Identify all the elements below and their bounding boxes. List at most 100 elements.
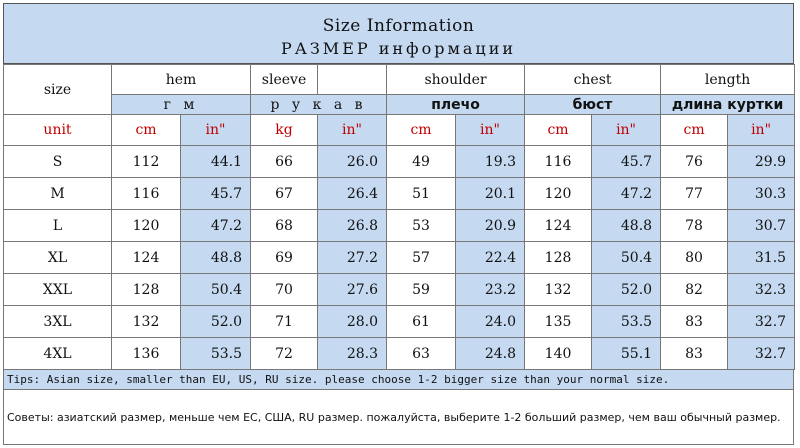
metric-cell: 72	[250, 337, 319, 370]
inch-cell: 31.5	[727, 241, 796, 274]
metric-cell: 83	[660, 337, 729, 370]
inch-cell: 50.4	[179, 273, 252, 306]
metric-cell: 136	[111, 337, 181, 370]
inch-cell: 32.7	[727, 337, 796, 370]
inch-cell: 47.2	[591, 177, 662, 210]
unit-cell: in"	[455, 114, 526, 146]
metric-cell: 71	[250, 305, 319, 338]
metric-cell: 59	[386, 273, 457, 306]
metric-cell: 140	[524, 337, 593, 370]
metric-cell: 66	[250, 145, 319, 178]
unit-cell: kg	[250, 114, 319, 146]
metric-cell: 132	[524, 273, 593, 306]
unit-cell: cm	[111, 114, 181, 146]
metric-cell: 51	[386, 177, 457, 210]
size-header: size	[3, 64, 112, 115]
inch-cell: 20.1	[455, 177, 526, 210]
unit-cell: cm	[660, 114, 729, 146]
inch-cell: 28.3	[317, 337, 388, 370]
inch-cell: 32.7	[727, 305, 796, 338]
metric-cell: 135	[524, 305, 593, 338]
table-row: 3XL 132 52.0 71 28.0 61 24.0 135 53.5 83 32.7	[3, 305, 796, 338]
metric-cell: 53	[386, 209, 457, 242]
metric-cell: 82	[660, 273, 729, 306]
table-row: 4XL 136 53.5 72 28.3 63 24.8 140 55.1 83 32.7	[3, 337, 796, 370]
header-hem: hem	[110, 64, 252, 95]
size-cell: L	[3, 209, 112, 242]
metric-cell: 132	[111, 305, 181, 338]
inch-cell: 19.3	[455, 145, 526, 178]
size-cell: XXL	[3, 273, 112, 306]
table-row: S 112 44.1 66 26.0 49 19.3 116 45.7 76 29.9	[3, 145, 796, 178]
tips-english: Tips: Asian size, smaller than EU, US, R…	[3, 369, 794, 390]
metric-cell: 80	[660, 241, 729, 274]
inch-cell: 45.7	[591, 145, 662, 178]
inch-cell: 23.2	[455, 273, 526, 306]
size-cell: 4XL	[3, 337, 112, 370]
inch-cell: 52.0	[179, 305, 252, 338]
title-banner: Size Information РАЗМЕР информации	[3, 3, 794, 64]
inch-cell: 24.0	[455, 305, 526, 338]
metric-cell: 112	[111, 145, 181, 178]
header-sleeve-spacer	[317, 64, 388, 95]
inch-cell: 45.7	[179, 177, 252, 210]
subheader-chest: бюст	[524, 94, 662, 115]
metric-cell: 67	[250, 177, 319, 210]
inch-cell: 20.9	[455, 209, 526, 242]
inch-cell: 30.7	[727, 209, 796, 242]
table-body: S 112 44.1 66 26.0 49 19.3 116 45.7 76 29.9 M 116 45.…	[3, 145, 796, 370]
subheader-hem: г м	[110, 94, 252, 115]
size-table: size hem sleeve shoulder chest length г …	[3, 64, 796, 370]
title-russian: РАЗМЕР информации	[280, 39, 517, 58]
inch-cell: 50.4	[591, 241, 662, 274]
metric-cell: 70	[250, 273, 319, 306]
inch-cell: 27.2	[317, 241, 388, 274]
size-cell: S	[3, 145, 112, 178]
metric-cell: 49	[386, 145, 457, 178]
metric-cell: 63	[386, 337, 457, 370]
inch-cell: 28.0	[317, 305, 388, 338]
header-length: length	[660, 64, 796, 95]
inch-cell: 22.4	[455, 241, 526, 274]
metric-cell: 124	[524, 209, 593, 242]
metric-cell: 61	[386, 305, 457, 338]
table-row: XXL 128 50.4 70 27.6 59 23.2 132 52.0 82 32.3	[3, 273, 796, 306]
metric-cell: 124	[111, 241, 181, 274]
inch-cell: 53.5	[591, 305, 662, 338]
metric-cell: 77	[660, 177, 729, 210]
metric-cell: 128	[524, 241, 593, 274]
inch-cell: 24.8	[455, 337, 526, 370]
metric-cell: 83	[660, 305, 729, 338]
header-sleeve: sleeve	[250, 64, 319, 95]
tips-russian: Советы: азиатский размер, меньше чем EC,…	[3, 390, 794, 445]
unit-cell: in"	[179, 114, 252, 146]
metric-cell: 120	[524, 177, 593, 210]
table-row: M 116 45.7 67 26.4 51 20.1 120 47.2 77 30.3	[3, 177, 796, 210]
unit-cell: in"	[317, 114, 388, 146]
size-cell: XL	[3, 241, 112, 274]
metric-cell: 128	[111, 273, 181, 306]
inch-cell: 26.0	[317, 145, 388, 178]
inch-cell: 47.2	[179, 209, 252, 242]
unit-cell: in"	[591, 114, 662, 146]
header-shoulder: shoulder	[386, 64, 526, 95]
subheader-sleeve: р у к а в	[250, 94, 388, 115]
unit-cell: cm	[524, 114, 593, 146]
metric-cell: 116	[111, 177, 181, 210]
title-english: Size Information	[322, 16, 475, 36]
inch-cell: 32.3	[727, 273, 796, 306]
inch-cell: 44.1	[179, 145, 252, 178]
metric-cell: 68	[250, 209, 319, 242]
metric-cell: 57	[386, 241, 457, 274]
inch-cell: 48.8	[179, 241, 252, 274]
subheader-length: длина куртки	[660, 94, 796, 115]
subheader-shoulder: плечо	[386, 94, 526, 115]
header-chest: chest	[524, 64, 662, 95]
metric-cell: 76	[660, 145, 729, 178]
inch-cell: 26.8	[317, 209, 388, 242]
inch-cell: 30.3	[727, 177, 796, 210]
unit-cell: in"	[727, 114, 796, 146]
metric-cell: 120	[111, 209, 181, 242]
metric-cell: 69	[250, 241, 319, 274]
